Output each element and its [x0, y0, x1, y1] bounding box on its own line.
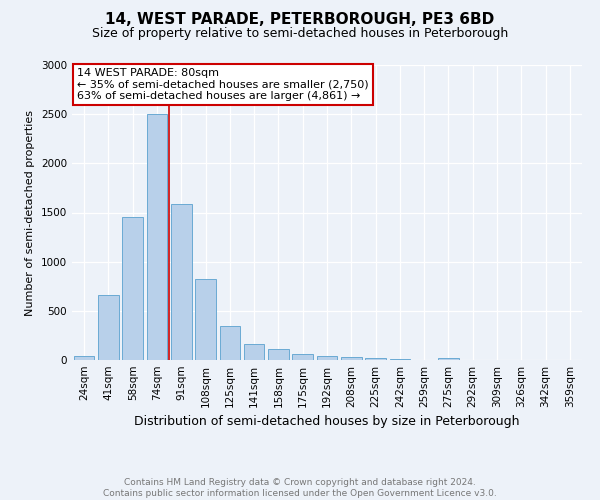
Bar	[341, 357, 362, 360]
Bar	[317, 356, 337, 360]
Y-axis label: Number of semi-detached properties: Number of semi-detached properties	[25, 110, 35, 316]
Bar	[220, 326, 240, 360]
Bar	[438, 358, 459, 360]
Bar	[244, 344, 265, 360]
Bar	[74, 356, 94, 360]
Bar	[292, 354, 313, 360]
Text: Contains HM Land Registry data © Crown copyright and database right 2024.
Contai: Contains HM Land Registry data © Crown c…	[103, 478, 497, 498]
Bar	[146, 114, 167, 360]
X-axis label: Distribution of semi-detached houses by size in Peterborough: Distribution of semi-detached houses by …	[134, 416, 520, 428]
Bar	[171, 204, 191, 360]
Bar	[365, 358, 386, 360]
Bar	[268, 348, 289, 360]
Text: 14, WEST PARADE, PETERBOROUGH, PE3 6BD: 14, WEST PARADE, PETERBOROUGH, PE3 6BD	[106, 12, 494, 28]
Text: 14 WEST PARADE: 80sqm
← 35% of semi-detached houses are smaller (2,750)
63% of s: 14 WEST PARADE: 80sqm ← 35% of semi-deta…	[77, 68, 369, 101]
Bar	[98, 295, 119, 360]
Bar	[195, 280, 216, 360]
Bar	[122, 218, 143, 360]
Bar	[389, 358, 410, 360]
Text: Size of property relative to semi-detached houses in Peterborough: Size of property relative to semi-detach…	[92, 28, 508, 40]
